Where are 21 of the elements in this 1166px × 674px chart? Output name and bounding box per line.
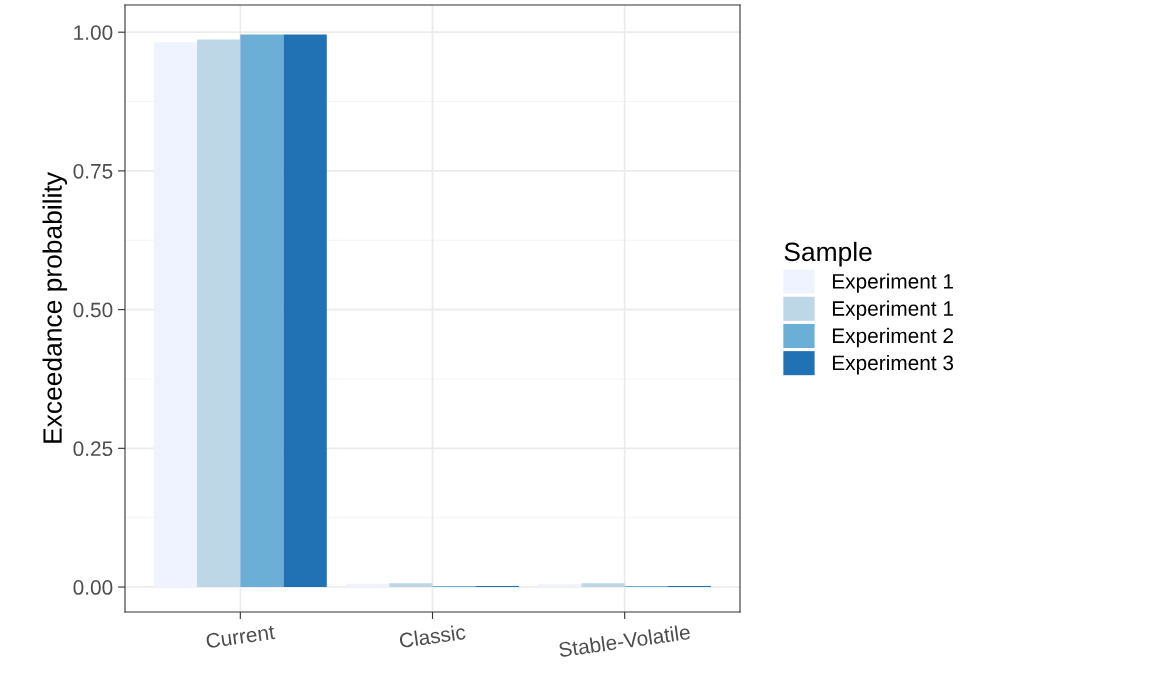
x-tick-label: Stable-Volatile (558, 623, 691, 658)
legend-label: Experiment 1 (832, 300, 953, 321)
legend-title: Sample (784, 241, 872, 267)
legend-label: Experiment 1 (832, 273, 953, 293)
bar (389, 583, 433, 588)
y-axis-title: Exceedance probability (42, 172, 68, 443)
bar (581, 583, 625, 588)
bar (153, 42, 198, 588)
legend-label: Experiment 3 (832, 354, 954, 375)
bar (240, 34, 284, 588)
x-tick-label: Classic (398, 623, 466, 649)
bar (197, 39, 241, 588)
legend-label: Experiment 2 (832, 327, 953, 348)
y-tick-label: 1.00 (74, 25, 113, 40)
bar (346, 583, 390, 588)
y-tick-label: 0.50 (73, 302, 113, 318)
x-tick-label: Current (205, 624, 276, 649)
bar (283, 34, 327, 588)
y-tick-label: 0.00 (73, 580, 113, 595)
y-tick-label: 0.75 (73, 163, 113, 179)
y-tick-label: 0.25 (73, 441, 113, 457)
